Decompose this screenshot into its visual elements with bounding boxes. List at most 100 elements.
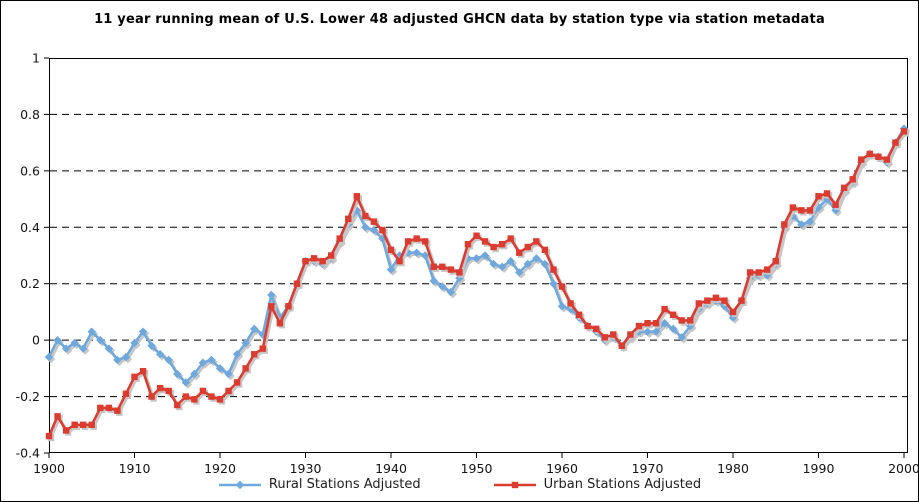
urban-marker [379,226,386,234]
urban-marker [550,266,557,273]
urban-marker [422,238,429,245]
rural-marker [79,344,88,353]
urban-marker [131,373,138,381]
urban-marker [644,320,651,327]
urban-marker [268,303,275,310]
urban-marker [174,401,181,409]
rural-marker [540,259,550,269]
y-tick-label: -0.2 [16,389,40,404]
urban-marker [781,221,788,228]
urban-marker [883,156,891,163]
x-tick-label: 1960 [546,461,578,476]
y-tick-label: -0.4 [16,446,40,461]
rural-marker [224,369,233,379]
urban-marker [772,257,779,265]
urban-marker [71,421,78,428]
urban-marker [473,232,480,239]
rural-marker [87,327,96,336]
plot-area [49,58,908,453]
urban-marker [182,393,189,400]
rural-marker [438,282,447,291]
urban-marker [729,308,737,316]
rural-marker [831,206,840,215]
urban-marker [353,193,360,200]
urban-marker [208,393,215,400]
urban-marker [815,193,822,200]
rural-marker [232,350,242,359]
rural-marker [113,355,122,365]
rural-marker [181,378,190,387]
urban-marker [687,317,694,324]
urban-marker [516,249,523,256]
urban-marker [575,311,583,318]
urban-marker [430,263,437,270]
urban-marker [345,215,352,223]
urban-marker [704,297,711,304]
rural-marker [523,259,532,269]
rural-marker [198,358,208,367]
urban-marker [242,365,249,372]
urban-marker [199,387,207,395]
x-tick-label: 1930 [290,461,322,476]
urban-marker [216,396,224,403]
urban-marker [584,322,591,330]
y-tick-label: 0.4 [20,220,40,235]
x-tick-label: 1900 [33,461,65,476]
rural-marker [70,338,79,348]
x-tick-label: 1990 [803,461,835,476]
urban-marker [233,379,241,386]
rural-marker [164,355,173,365]
rural-marker [660,319,669,328]
rural-marker [557,302,567,311]
urban-marker [533,238,540,245]
x-tick-label: 1940 [375,461,407,476]
rural-marker [763,271,772,280]
legend: Rural Stations Adjusted Urban Stations A… [1,477,918,492]
rural-marker [147,341,156,350]
urban-marker [456,269,463,276]
urban-marker [849,176,856,183]
x-tick-label: 2000 [888,461,919,476]
urban-marker [387,246,395,254]
urban-marker [764,266,771,273]
urban-marker [661,305,668,313]
urban-marker [62,427,70,434]
legend-label-rural: Rural Stations Adjusted [268,477,421,492]
rural-marker [720,302,729,311]
urban-marker [738,297,745,304]
urban-marker [293,280,301,287]
rural-marker [446,287,456,297]
urban-marker [610,331,617,338]
rural-marker [173,369,182,379]
y-tick-label: 1 [32,51,40,66]
urban-marker [635,322,643,330]
rural-marker [549,279,558,288]
series-urban-line-shadow [49,132,908,439]
rural-marker [497,262,507,271]
rural-marker [104,344,114,353]
rural-marker [386,265,396,274]
urban-marker [302,257,309,265]
rural-marker [480,251,490,260]
urban-marker [627,331,634,338]
y-tick-label: 0.2 [20,276,40,291]
rural-line-swatch-icon [218,479,262,491]
urban-marker [285,303,292,310]
urban-marker [678,317,685,324]
rural-marker [121,352,131,362]
urban-marker [712,294,720,302]
y-tick-label: 0.8 [20,107,40,122]
urban-marker [165,387,172,395]
urban-marker [832,201,839,208]
urban-marker [721,297,728,304]
x-tick-label: 1980 [717,461,749,476]
urban-marker [618,342,626,349]
urban-marker [669,311,677,318]
urban-marker [823,190,831,197]
rural-marker [207,355,216,365]
urban-marker [439,263,446,270]
rural-marker [215,364,225,373]
urban-marker [370,218,378,225]
urban-marker [840,184,848,191]
urban-marker [490,243,497,251]
